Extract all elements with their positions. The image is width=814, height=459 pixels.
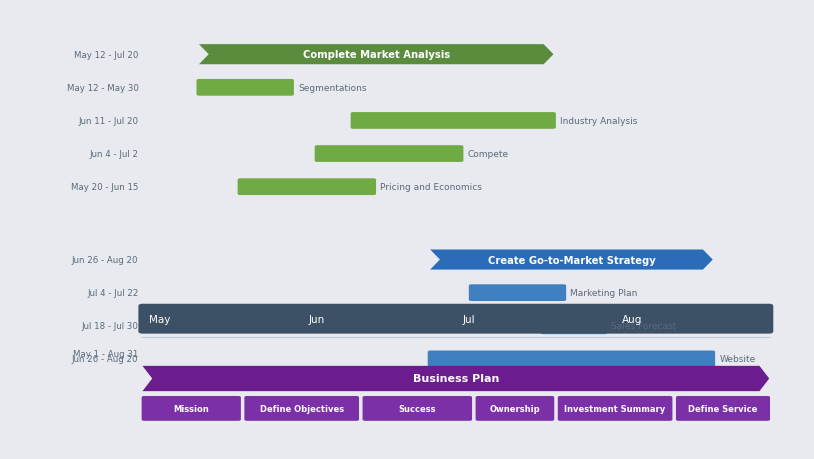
Text: May: May bbox=[149, 314, 170, 324]
Text: Success: Success bbox=[399, 404, 436, 413]
Text: Sales Forecast: Sales Forecast bbox=[611, 322, 676, 330]
FancyBboxPatch shape bbox=[540, 318, 607, 335]
Text: Define Service: Define Service bbox=[689, 404, 758, 413]
Text: May 12 - May 30: May 12 - May 30 bbox=[67, 84, 138, 93]
Text: Jul 18 - Jul 30: Jul 18 - Jul 30 bbox=[81, 322, 138, 330]
Text: Define Objectives: Define Objectives bbox=[260, 404, 344, 413]
FancyBboxPatch shape bbox=[427, 351, 716, 368]
Text: Industry Analysis: Industry Analysis bbox=[560, 117, 637, 126]
FancyBboxPatch shape bbox=[142, 396, 241, 421]
Text: Compete: Compete bbox=[467, 150, 509, 159]
FancyBboxPatch shape bbox=[196, 80, 294, 96]
FancyBboxPatch shape bbox=[469, 285, 567, 302]
FancyBboxPatch shape bbox=[676, 396, 770, 421]
Text: Pricing and Economics: Pricing and Economics bbox=[380, 183, 482, 192]
Text: May 1 - Aug 31: May 1 - Aug 31 bbox=[73, 349, 138, 358]
Text: Jun 11 - Jul 20: Jun 11 - Jul 20 bbox=[78, 117, 138, 126]
Polygon shape bbox=[199, 45, 554, 65]
Text: Jun 26 - Aug 20: Jun 26 - Aug 20 bbox=[72, 355, 138, 364]
FancyBboxPatch shape bbox=[244, 396, 359, 421]
FancyBboxPatch shape bbox=[558, 396, 672, 421]
Polygon shape bbox=[142, 366, 769, 391]
Text: May 12 - Jul 20: May 12 - Jul 20 bbox=[74, 50, 138, 60]
FancyBboxPatch shape bbox=[315, 146, 463, 162]
Polygon shape bbox=[430, 250, 713, 270]
Text: Website: Website bbox=[720, 355, 755, 364]
Text: Jul 4 - Jul 22: Jul 4 - Jul 22 bbox=[87, 289, 138, 297]
FancyBboxPatch shape bbox=[138, 304, 773, 334]
FancyBboxPatch shape bbox=[238, 179, 376, 196]
Text: Investment Summary: Investment Summary bbox=[564, 404, 666, 413]
Text: Complete Market Analysis: Complete Market Analysis bbox=[303, 50, 450, 60]
Text: Jul: Jul bbox=[462, 314, 475, 324]
FancyBboxPatch shape bbox=[362, 396, 472, 421]
Text: Mission: Mission bbox=[173, 404, 209, 413]
Text: Create Go-to-Market Strategy: Create Go-to-Market Strategy bbox=[488, 255, 655, 265]
FancyBboxPatch shape bbox=[475, 396, 554, 421]
Text: Jun: Jun bbox=[309, 314, 325, 324]
FancyBboxPatch shape bbox=[351, 113, 556, 129]
Text: Segmentations: Segmentations bbox=[298, 84, 366, 93]
Text: Aug: Aug bbox=[622, 314, 642, 324]
Text: May 20 - Jun 15: May 20 - Jun 15 bbox=[71, 183, 138, 192]
Text: Jun 26 - Aug 20: Jun 26 - Aug 20 bbox=[72, 256, 138, 264]
Text: Business Plan: Business Plan bbox=[413, 374, 499, 384]
Text: Ownership: Ownership bbox=[489, 404, 540, 413]
Text: Marketing Plan: Marketing Plan bbox=[571, 289, 637, 297]
Text: Jun 4 - Jul 2: Jun 4 - Jul 2 bbox=[90, 150, 138, 159]
